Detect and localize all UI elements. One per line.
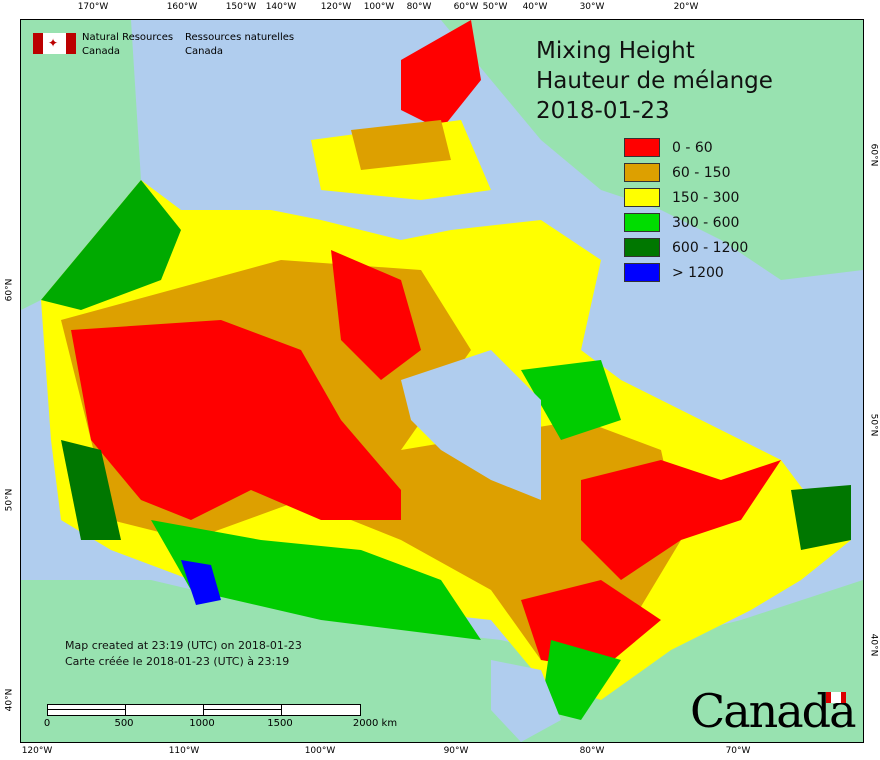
legend-swatch: [624, 238, 660, 257]
alaska: [21, 20, 141, 310]
legend-swatch: [624, 263, 660, 282]
zone-green-south: [151, 520, 481, 640]
org-country-fr: Canada: [185, 46, 224, 57]
mixing-height-map[interactable]: [21, 20, 863, 742]
legend-swatch: [624, 188, 660, 207]
legend-label: 60 - 150: [672, 164, 731, 181]
org-country-en: Canada: [82, 46, 121, 57]
zone-blue: [181, 560, 221, 605]
tick-label: 100°W: [304, 746, 336, 756]
zone-darkgreen-bc: [61, 440, 121, 540]
canada-flag-icon: ✦: [33, 33, 76, 54]
legend-swatch: [624, 138, 660, 157]
tick-label: 120°W: [21, 746, 53, 756]
org-name-en: Natural Resources: [82, 32, 174, 43]
tick-label: 170°W: [77, 2, 109, 12]
zone-green-ontario: [541, 640, 621, 720]
legend-label: 600 - 1200: [672, 239, 749, 256]
tick-label: 50°N: [868, 413, 879, 437]
tick-label: 100°W: [363, 2, 395, 12]
tick-label: 30°W: [579, 2, 605, 12]
tick-label: 60°N: [868, 143, 879, 167]
tick-label: 150°W: [225, 2, 257, 12]
tick-label: 160°W: [166, 2, 198, 12]
legend-item: 0 - 60: [624, 135, 748, 160]
baffin-red: [401, 20, 481, 130]
scale-label: 500: [114, 718, 134, 729]
legend-item: 60 - 150: [624, 160, 748, 185]
legend-item: > 1200: [624, 260, 748, 285]
tick-label: 110°W: [168, 746, 200, 756]
legend: 0 - 60 60 - 150 150 - 300 300 - 600 600 …: [624, 135, 748, 285]
tick-label: 50°N: [4, 488, 15, 512]
scale-label: 2000 km: [352, 718, 398, 729]
legend-item: 600 - 1200: [624, 235, 748, 260]
legend-swatch: [624, 213, 660, 232]
zone-green-east: [521, 360, 621, 440]
scale-label: 1500: [267, 718, 293, 729]
zone-red-prairie: [71, 320, 401, 520]
title-date: 2018-01-23: [536, 98, 670, 124]
nrcan-en: Natural Resources Canada: [82, 31, 173, 59]
scale-label: 0: [43, 718, 51, 729]
legend-label: 150 - 300: [672, 189, 740, 206]
tick-label: 80°W: [579, 746, 605, 756]
map-title: Mixing Height Hauteur de mélange 2018-01…: [536, 36, 773, 126]
legend-label: 300 - 600: [672, 214, 740, 231]
tick-label: 40°N: [4, 688, 15, 712]
tick-label: 120°W: [320, 2, 352, 12]
credit-fr: Carte créée le 2018-01-23 (UTC) à 23:19: [65, 655, 290, 668]
tick-label: 90°W: [443, 746, 469, 756]
zone-red-quebec: [581, 460, 781, 580]
tick-label: 60°N: [4, 278, 15, 302]
wordmark-flag-icon: [826, 692, 846, 703]
zone-green-west: [41, 180, 181, 310]
map-credit: Map created at 23:19 (UTC) on 2018-01-23…: [65, 638, 302, 670]
map-frame: [20, 19, 864, 743]
hudson-bay: [401, 350, 541, 500]
zone-darkgreen-east: [791, 485, 851, 550]
legend-label: > 1200: [672, 264, 724, 281]
legend-item: 150 - 300: [624, 185, 748, 210]
credit-en: Map created at 23:19 (UTC) on 2018-01-23: [65, 639, 302, 652]
scale-bar: [47, 704, 361, 716]
org-name-fr: Ressources naturelles: [185, 32, 295, 43]
tick-label: 70°W: [725, 746, 751, 756]
nrcan-fr: Ressources naturelles Canada: [185, 31, 294, 59]
tick-label: 80°W: [406, 2, 432, 12]
tick-label: 40°N: [868, 633, 879, 657]
title-en: Mixing Height: [536, 38, 695, 64]
legend-swatch: [624, 163, 660, 182]
tick-label: 140°W: [265, 2, 297, 12]
zone-red-north: [331, 250, 421, 380]
tick-label: 50°W: [482, 2, 508, 12]
title-fr: Hauteur de mélange: [536, 68, 773, 94]
arctic-orange: [351, 120, 451, 170]
legend-item: 300 - 600: [624, 210, 748, 235]
scale-label: 1000: [189, 718, 215, 729]
great-lakes: [491, 660, 561, 742]
usa-land: [21, 580, 863, 742]
tick-label: 20°W: [673, 2, 699, 12]
tick-label: 40°W: [522, 2, 548, 12]
legend-label: 0 - 60: [672, 139, 713, 156]
tick-label: 60°W: [453, 2, 479, 12]
